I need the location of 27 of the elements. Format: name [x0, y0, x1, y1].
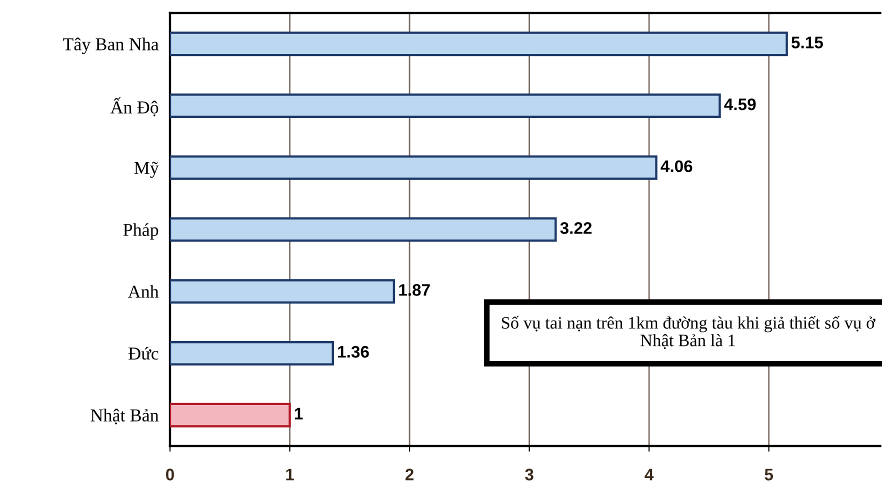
data-label: 1.36	[338, 346, 369, 358]
data-label: 4.06	[660, 160, 692, 172]
bar	[170, 155, 658, 180]
x-tick-label: 0	[166, 468, 174, 480]
data-label: 4.59	[724, 98, 756, 110]
y-tick-label: Mỹ	[134, 162, 159, 178]
y-tick-label: Pháp	[123, 223, 158, 240]
y-tick-label: Ấn Độ	[110, 97, 158, 116]
bar	[170, 402, 291, 428]
data-label: 3.22	[560, 222, 592, 234]
annotation: Số vụ tai nạn trên 1km đường tàu khi giả thiết số vụ ở Nhật Bản là 1	[502, 316, 876, 350]
y-tick-label: Đức	[128, 346, 158, 360]
bar	[170, 340, 334, 366]
x-tick-label: 5	[764, 468, 774, 480]
bar	[170, 217, 557, 242]
data-label: 1	[294, 408, 303, 420]
y-tick-label: Tây Ban Nha	[62, 38, 159, 54]
x-tick-label: 2	[405, 468, 414, 480]
bar	[170, 32, 788, 56]
x-tick-label: 3	[525, 468, 534, 480]
x-tick-label: 1	[286, 468, 294, 480]
data-label: 5.15	[791, 36, 823, 48]
bar	[170, 279, 396, 304]
x-tick-label: 4	[644, 468, 654, 480]
bar	[170, 94, 721, 118]
y-tick-label: Anh	[128, 285, 159, 298]
y-tick-label: Nhật Bản	[90, 408, 159, 424]
